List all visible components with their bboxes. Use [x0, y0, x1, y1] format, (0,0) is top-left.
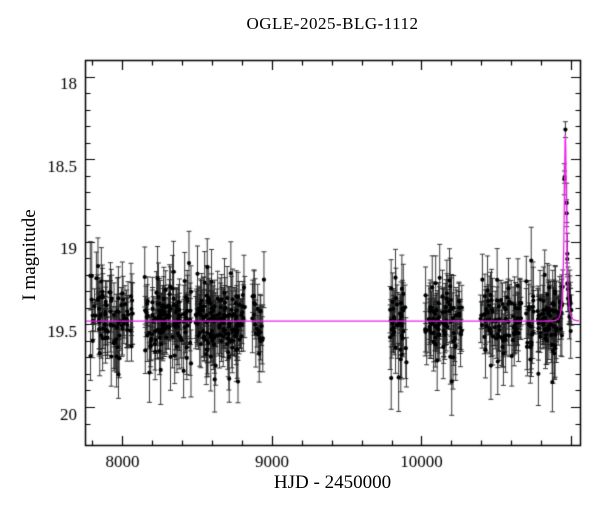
- x-axis-label: HJD - 2450000: [273, 472, 392, 493]
- chart-title: OGLE-2025-BLG-1112: [246, 14, 419, 33]
- y-axis-label: I magnitude: [19, 209, 40, 301]
